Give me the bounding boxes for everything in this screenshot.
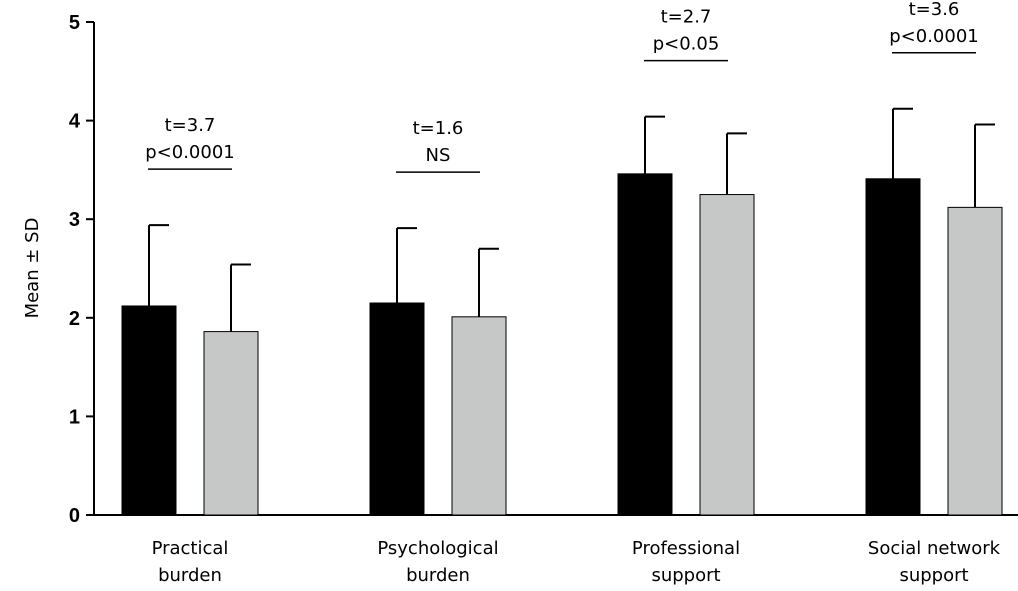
bar-0-0 — [121, 305, 177, 516]
y-tick-label-3: 3 — [69, 209, 80, 231]
bar-1-1 — [451, 316, 507, 516]
y-tick-label-2: 2 — [69, 308, 80, 330]
bar-2-1 — [699, 194, 755, 516]
category-label-1-0: Psychological — [377, 538, 498, 559]
category-label-2-1: support — [651, 565, 720, 586]
y-axis: 0 1 2 3 4 5 — [69, 12, 95, 527]
annotation-label-0-0: t=3.7 — [165, 115, 216, 136]
annotation-label-2-0: t=2.7 — [661, 7, 712, 28]
y-tick-label-5: 5 — [69, 12, 80, 34]
annotation-label-1-1: NS — [426, 145, 451, 166]
category-labels: Practical burden Psychological burden Profes… — [152, 538, 1001, 586]
annotation-label-3-0: t=3.6 — [909, 0, 960, 20]
y-tick-label-4: 4 — [69, 111, 81, 133]
category-label-1-1: burden — [406, 565, 470, 586]
annotation-label-1-0: t=1.6 — [413, 118, 464, 139]
y-tick-label-0: 0 — [69, 505, 80, 527]
category-label-3-1: support — [899, 565, 968, 586]
annotation-label-3-1: p<0.0001 — [889, 26, 979, 47]
annotations: t=3.7 p<0.0001 t=1.6 NS t=2.7 p<0.05 t=3.6 p<0.… — [145, 0, 979, 173]
category-label-0-1: burden — [158, 565, 222, 586]
bar-1-0 — [369, 302, 425, 516]
error-bars — [148, 107, 995, 332]
y-tick-label-1: 1 — [69, 406, 80, 428]
category-label-0-0: Practical — [152, 538, 229, 559]
bar-0-1 — [203, 331, 259, 516]
category-label-2-0: Professional — [632, 538, 740, 559]
bar-2-0 — [617, 173, 673, 516]
annotation-label-2-1: p<0.05 — [653, 34, 720, 55]
y-axis-title: Mean ± SD — [22, 218, 43, 319]
bars — [121, 173, 1003, 516]
bar-3-0 — [865, 178, 921, 516]
annotation-label-0-1: p<0.0001 — [145, 142, 235, 163]
bar-3-1 — [947, 206, 1003, 516]
category-label-3-0: Social network — [868, 538, 1001, 559]
